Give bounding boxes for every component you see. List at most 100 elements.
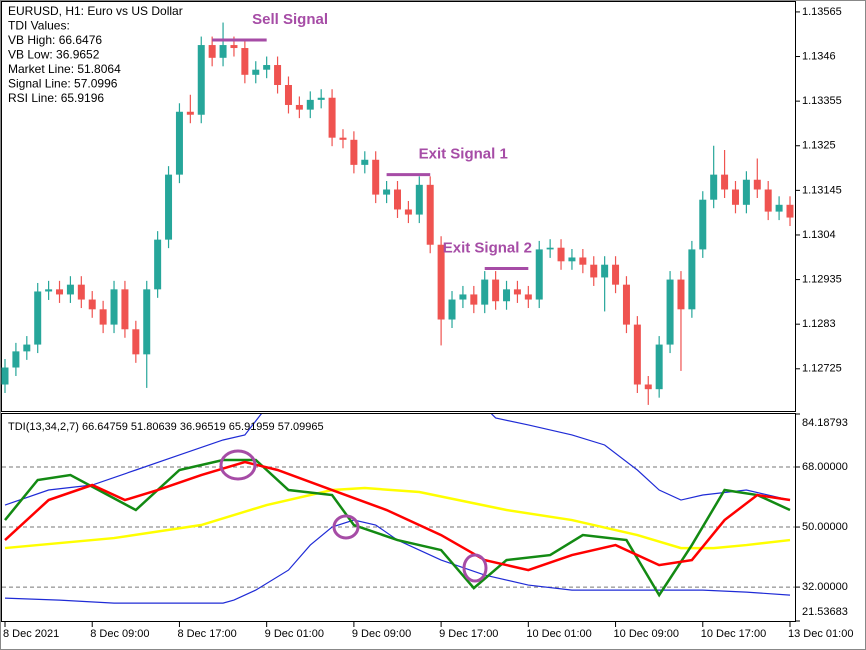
info-line: VB Low: 36.9652 [8, 48, 100, 62]
candle-body [66, 284, 74, 295]
candle-body [601, 264, 609, 278]
x-tick-label: 10 Dec 09:00 [614, 628, 679, 640]
candle-body [753, 179, 761, 190]
candle-body [579, 257, 587, 265]
signal-circle [219, 449, 257, 481]
candle-body [274, 65, 282, 85]
candle-body [165, 174, 173, 240]
candle-body [503, 289, 511, 302]
candle-body [350, 139, 358, 165]
candle-body [699, 199, 707, 250]
candle-body [23, 344, 31, 352]
y-tick-label: 1.1325 [802, 140, 836, 152]
candle-body [633, 324, 641, 385]
candle-body [415, 184, 423, 215]
candle-body [34, 291, 42, 345]
candle-body [317, 97, 325, 100]
candle-body [677, 279, 685, 310]
x-tick-label: 10 Dec 01:00 [526, 628, 591, 640]
candle-body [230, 45, 238, 49]
candle-body [666, 279, 674, 345]
candle-body [284, 84, 292, 105]
candle-body [590, 264, 598, 278]
candle-body [786, 204, 794, 218]
indicator-line [4, 414, 791, 506]
candle-body [45, 289, 53, 292]
y-tick-label: 1.12725 [802, 363, 842, 375]
candle-body [394, 189, 401, 210]
candle-body [372, 159, 380, 195]
indicator-plot [2, 414, 795, 604]
candle-body [568, 257, 576, 262]
x-tick-label: 8 Dec 17:00 [177, 628, 236, 640]
candle-body [208, 45, 216, 58]
info-line: Signal Line: 57.0996 [8, 77, 118, 91]
candle-body [219, 45, 227, 58]
candle-body [492, 279, 500, 302]
x-tick-label: 8 Dec 2021 [3, 628, 59, 640]
candle-body [404, 209, 412, 215]
y-tick-label: 1.1304 [802, 229, 836, 241]
annotation: Exit Signal 2 [443, 239, 532, 256]
candle-body [361, 159, 369, 165]
price-panel [1, 1, 796, 412]
y-tick-label: 1.1283 [802, 318, 836, 330]
annotation: Sell Signal [252, 11, 328, 28]
candle-body [56, 289, 64, 295]
candle-body [154, 239, 162, 290]
candle-body [426, 184, 434, 245]
candle-body [535, 249, 543, 300]
candle-body [731, 189, 739, 205]
info-line: TDI Values: [8, 19, 70, 33]
candle-body [241, 48, 249, 75]
candle-body [721, 174, 729, 190]
x-tick-label: 8 Dec 09:00 [90, 628, 149, 640]
candle-body [77, 284, 85, 300]
candle-body [186, 111, 194, 115]
candle-body [437, 244, 445, 320]
candle-body [622, 284, 630, 325]
indicator-panel [1, 413, 796, 622]
candle-body [557, 247, 565, 262]
candle-body [612, 264, 620, 285]
candle-body [197, 45, 205, 115]
y-tick-label: 1.1346 [802, 50, 836, 62]
indicator-line [4, 486, 791, 550]
candle-body [339, 137, 347, 140]
info-line: Market Line: 51.8064 [8, 62, 121, 76]
candle-body [481, 279, 489, 305]
x-tick-label: 9 Dec 01:00 [265, 628, 324, 640]
candle-body [524, 294, 532, 300]
x-tick-label: 9 Dec 09:00 [352, 628, 411, 640]
y-tick-label: 68.00000 [802, 461, 848, 473]
y-tick-label: 1.13145 [802, 184, 842, 196]
candle-body [175, 111, 183, 175]
y-tick-label: 1.12935 [802, 273, 842, 285]
candle-body [132, 329, 140, 355]
indicator-title: TDI(13,34,2,7) 66.64759 51.80639 36.9651… [8, 421, 324, 433]
candle-body [121, 289, 129, 330]
candle-body [88, 299, 96, 310]
candle-body [470, 294, 478, 305]
candle-body [263, 65, 271, 70]
info-line: EURUSD, H1: Euro vs US Dollar [8, 4, 183, 18]
candle-body [644, 384, 652, 390]
candle-body [110, 289, 118, 325]
y-tick-label: 21.53683 [802, 606, 848, 618]
indicator-line [4, 460, 791, 572]
y-tick-label: 84.18793 [802, 417, 848, 429]
info-line: VB High: 66.6476 [8, 33, 102, 47]
candle-body [513, 289, 521, 295]
candle-body [306, 99, 314, 110]
candle-body [775, 204, 783, 212]
candle-body [546, 247, 554, 250]
x-tick-label: 9 Dec 17:00 [439, 628, 498, 640]
price-plot [1, 22, 794, 405]
candle-body [459, 294, 467, 300]
y-tick-label: 50.00000 [802, 521, 848, 533]
candle-body [448, 299, 456, 320]
candle-body [295, 104, 303, 110]
info-line: RSI Line: 65.9196 [8, 91, 104, 105]
